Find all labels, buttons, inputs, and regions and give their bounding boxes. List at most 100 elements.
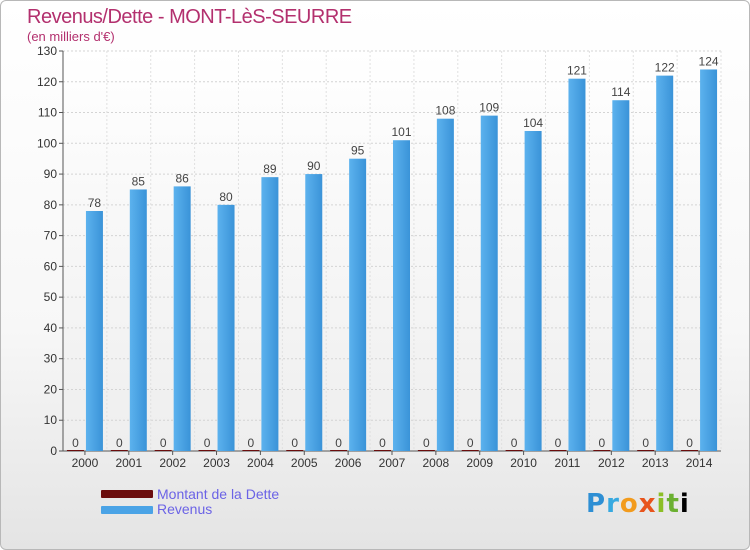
revenue-bar bbox=[612, 100, 630, 451]
x-tick-label: 2004 bbox=[247, 456, 274, 470]
y-tick-label: 40 bbox=[44, 321, 58, 335]
x-tick-label: 2010 bbox=[510, 456, 537, 470]
debt-bar bbox=[242, 450, 260, 451]
debt-value-label: 0 bbox=[555, 436, 562, 450]
revenue-value-label: 104 bbox=[523, 116, 543, 130]
debt-bar bbox=[374, 450, 391, 451]
x-tick-label: 2007 bbox=[379, 456, 406, 470]
debt-bar bbox=[417, 450, 435, 451]
revenue-value-label: 80 bbox=[219, 190, 233, 204]
logo-letter: o bbox=[619, 489, 639, 519]
debt-bar bbox=[637, 450, 655, 451]
legend-label-revenue: Revenus bbox=[157, 501, 213, 517]
revenue-value-label: 78 bbox=[88, 196, 102, 210]
x-tick-label: 2003 bbox=[203, 456, 230, 470]
revenue-bar bbox=[393, 140, 410, 451]
debt-value-label: 0 bbox=[160, 436, 167, 450]
debt-value-label: 0 bbox=[379, 436, 386, 450]
x-tick-label: 2005 bbox=[291, 456, 318, 470]
revenue-bar bbox=[217, 204, 235, 451]
y-tick-label: 80 bbox=[44, 198, 58, 212]
x-tick-label: 2009 bbox=[466, 456, 493, 470]
debt-value-label: 0 bbox=[642, 436, 649, 450]
debt-value-label: 0 bbox=[204, 436, 211, 450]
legend-swatch-debt bbox=[101, 490, 153, 498]
debt-value-label: 0 bbox=[116, 436, 123, 450]
revenue-bar bbox=[261, 177, 279, 451]
x-tick-label: 2001 bbox=[115, 456, 142, 470]
revenue-value-label: 109 bbox=[479, 101, 499, 115]
debt-value-label: 0 bbox=[72, 436, 79, 450]
x-tick-label: 2011 bbox=[555, 456, 581, 470]
revenue-bar bbox=[480, 115, 498, 451]
revenue-bar bbox=[173, 186, 191, 451]
y-tick-label: 70 bbox=[44, 229, 58, 243]
y-tick-label: 50 bbox=[44, 290, 58, 304]
debt-bar bbox=[66, 450, 84, 451]
debt-bar bbox=[286, 450, 304, 451]
logo-letter: i bbox=[656, 489, 667, 519]
revenue-value-label: 124 bbox=[699, 54, 719, 68]
x-tick-label: 2014 bbox=[686, 456, 713, 470]
debt-bar bbox=[549, 450, 567, 451]
revenue-value-label: 95 bbox=[351, 144, 365, 158]
revenue-value-label: 114 bbox=[611, 85, 630, 99]
logo-letter: P bbox=[586, 489, 607, 519]
debt-bar bbox=[461, 450, 479, 451]
x-tick-label: 2000 bbox=[72, 456, 99, 470]
logo-letter: t bbox=[666, 489, 680, 519]
revenue-value-label: 121 bbox=[567, 64, 587, 78]
debt-bar bbox=[330, 450, 348, 451]
revenue-value-label: 86 bbox=[175, 171, 189, 185]
revenue-value-label: 122 bbox=[655, 61, 675, 75]
revenue-bar bbox=[85, 211, 103, 451]
debt-bar bbox=[681, 450, 699, 451]
revenue-bar bbox=[700, 69, 718, 451]
debt-value-label: 0 bbox=[335, 436, 342, 450]
revenue-value-label: 101 bbox=[391, 125, 411, 139]
proxiti-logo: Proxiti bbox=[586, 489, 690, 519]
revenue-bar bbox=[129, 189, 147, 451]
y-tick-label: 130 bbox=[37, 44, 57, 58]
y-tick-label: 60 bbox=[44, 259, 58, 273]
y-tick-label: 100 bbox=[37, 136, 57, 150]
logo-letter: x bbox=[638, 489, 657, 519]
chart-title: Revenus/Dette - MONT-LèS-SEURRE bbox=[27, 6, 352, 28]
debt-value-label: 0 bbox=[248, 436, 255, 450]
revenue-bar bbox=[349, 158, 367, 451]
y-tick-label: 10 bbox=[44, 413, 58, 427]
revenue-value-label: 89 bbox=[263, 162, 277, 176]
revenue-bar bbox=[524, 131, 542, 451]
debt-value-label: 0 bbox=[467, 436, 474, 450]
debt-bar bbox=[198, 450, 216, 451]
debt-value-label: 0 bbox=[291, 436, 298, 450]
legend-label-debt: Montant de la Dette bbox=[157, 486, 280, 502]
debt-bar bbox=[593, 450, 611, 451]
debt-value-label: 0 bbox=[598, 436, 605, 450]
chart-subtitle: (en milliers d'€) bbox=[27, 29, 115, 44]
debt-value-label: 0 bbox=[423, 436, 430, 450]
y-tick-label: 120 bbox=[37, 75, 57, 89]
y-tick-label: 0 bbox=[50, 444, 57, 458]
x-tick-label: 2012 bbox=[598, 456, 625, 470]
x-tick-label: 2008 bbox=[423, 456, 450, 470]
revenue-bar bbox=[568, 78, 586, 451]
debt-value-label: 0 bbox=[686, 436, 693, 450]
debt-value-label: 0 bbox=[511, 436, 518, 450]
y-tick-label: 110 bbox=[38, 106, 57, 120]
y-tick-label: 30 bbox=[44, 352, 58, 366]
revenue-bar bbox=[436, 118, 454, 451]
revenue-value-label: 108 bbox=[435, 104, 455, 118]
x-tick-label: 2013 bbox=[642, 456, 669, 470]
revenue-value-label: 85 bbox=[132, 174, 146, 188]
revenue-bar bbox=[656, 75, 674, 451]
x-tick-label: 2002 bbox=[159, 456, 186, 470]
revenue-bar bbox=[305, 174, 323, 452]
x-tick-label: 2006 bbox=[335, 456, 362, 470]
plot-area bbox=[63, 51, 721, 451]
debt-bar bbox=[154, 450, 172, 451]
logo-letter: i bbox=[679, 489, 690, 519]
logo-letter: r bbox=[606, 489, 620, 519]
